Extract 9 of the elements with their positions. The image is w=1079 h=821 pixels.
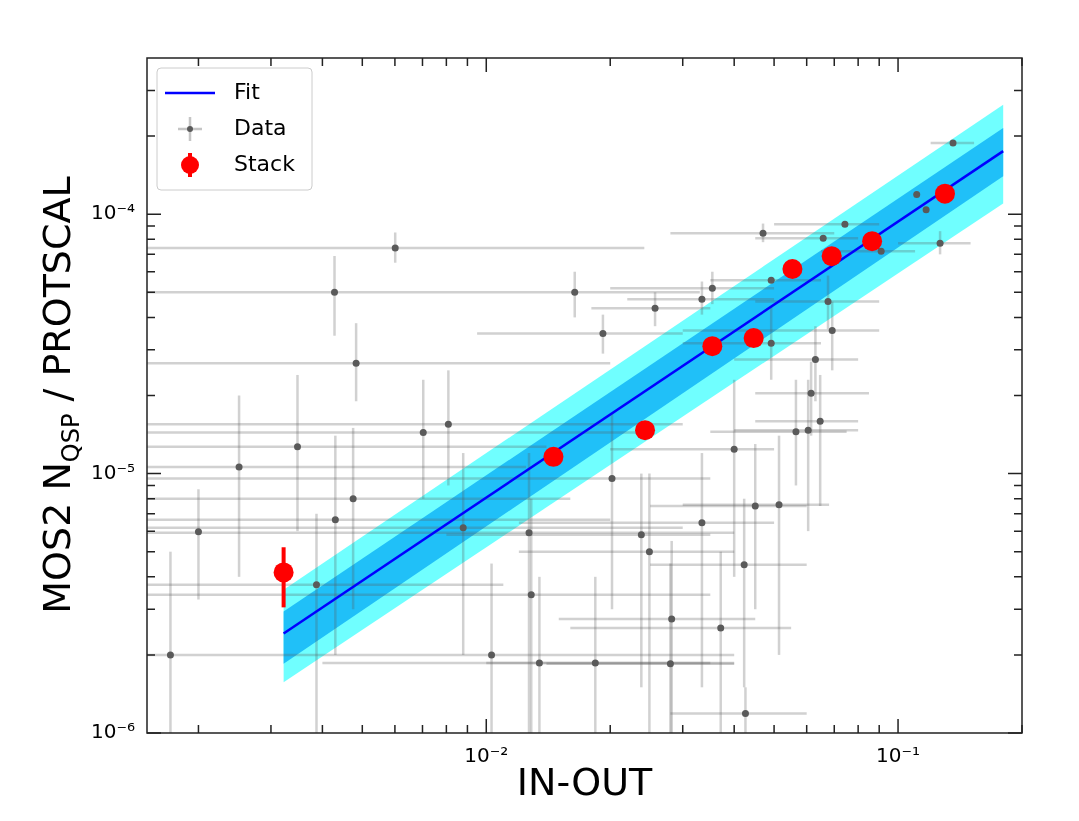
x-tick-label: 10⁻²: [464, 743, 509, 768]
y-tick-label: 10⁻⁴: [90, 200, 135, 225]
legend-label: Fit: [234, 78, 261, 104]
legend-label: Stack: [234, 150, 296, 176]
y-tick-label: 10⁻⁶: [90, 719, 135, 744]
legend-label: Data: [234, 114, 287, 140]
y-tick-label: 10⁻⁵: [90, 459, 135, 484]
x-axis-title: IN-OUT: [516, 760, 653, 804]
x-tick-label: 10⁻¹: [876, 743, 921, 768]
